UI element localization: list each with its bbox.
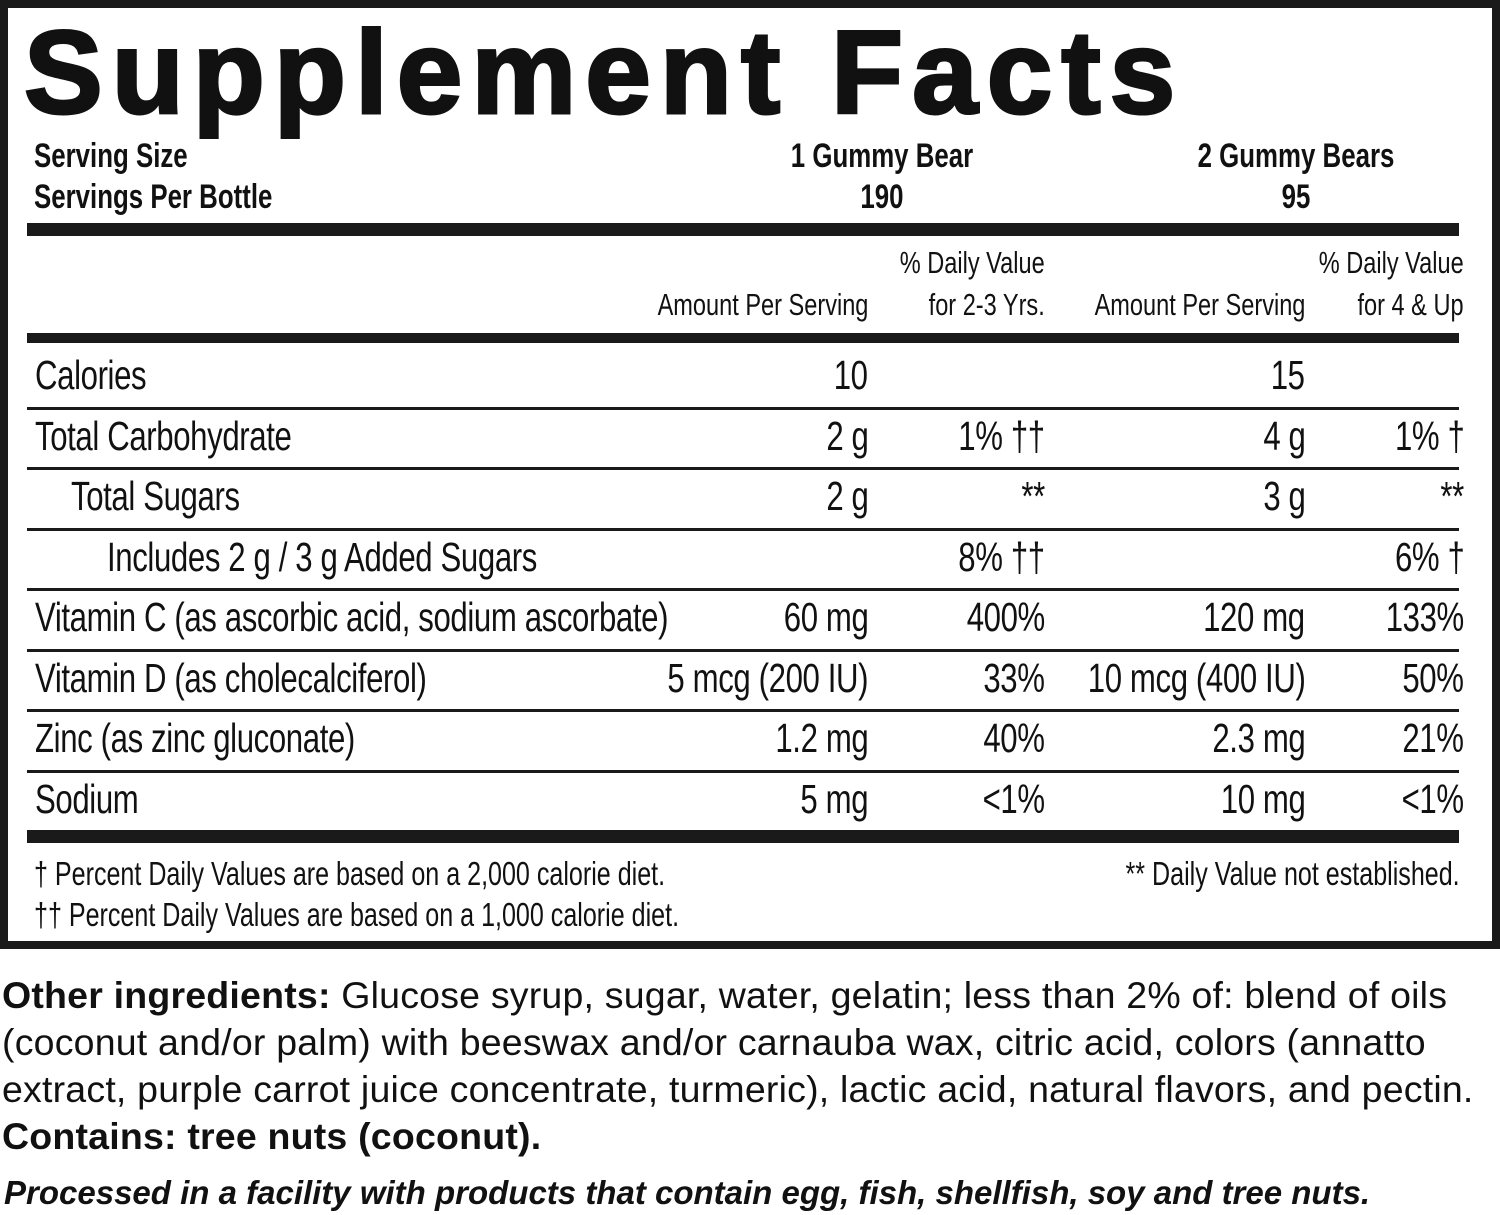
divider-thick bbox=[27, 333, 1459, 343]
col-header-dv-2-line1: % Daily Value bbox=[1319, 245, 1464, 280]
supplement-facts-panel bbox=[0, 0, 1500, 949]
nutrient-amt1: 1.2 mg bbox=[775, 715, 868, 761]
nutrient-amt2: 3 g bbox=[1262, 473, 1306, 519]
footnote-dagger: † Percent Daily Values are based on a 2,… bbox=[34, 855, 666, 892]
nutrient-label: Zinc (as zinc gluconate) bbox=[35, 715, 355, 761]
nutrient-dv2: <1% bbox=[1401, 775, 1464, 822]
nutrient-amt2: 4 g bbox=[1262, 412, 1306, 459]
row-divider bbox=[27, 709, 1459, 712]
col2-serving-size: 2 Gummy Bears bbox=[1197, 137, 1395, 175]
nutrient-label: Total Carbohydrate bbox=[35, 412, 292, 459]
col-header-dv-2-line2: for 4 & Up bbox=[1357, 287, 1464, 322]
nutrient-amt1: 5 mcg (200 IU) bbox=[667, 654, 868, 701]
ingredients-label: Other ingredients: bbox=[2, 974, 331, 1016]
col-header-amount-1: Amount Per Serving bbox=[657, 287, 868, 322]
nutrient-dv2: 50% bbox=[1402, 654, 1465, 701]
col1-servings-count: 190 bbox=[860, 178, 904, 216]
row-divider bbox=[27, 467, 1459, 470]
nutrient-dv2: 6% † bbox=[1394, 533, 1464, 580]
nutrient-amt2: 120 mg bbox=[1203, 594, 1305, 640]
nutrient-label: Sodium bbox=[35, 775, 139, 822]
col-header-dv-1-line2: for 2-3 Yrs. bbox=[928, 287, 1045, 322]
footnote-double-dagger: †† Percent Daily Values are based on a 1… bbox=[34, 896, 680, 933]
nutrient-amt1: 2 g bbox=[825, 412, 869, 459]
divider-thick bbox=[27, 223, 1459, 236]
nutrient-dv2: 21% bbox=[1402, 715, 1465, 761]
row-divider bbox=[27, 648, 1459, 652]
servings-per-bottle-label: Servings Per Bottle bbox=[34, 178, 273, 216]
col-header-amount-2: Amount Per Serving bbox=[1094, 287, 1305, 322]
ingredients-text: Glucose syrup, sugar, water, gelatin; le… bbox=[2, 974, 1474, 1110]
nutrient-dv1: 1% †† bbox=[958, 412, 1046, 459]
nutrient-dv1: 8% †† bbox=[958, 533, 1046, 580]
nutrient-amt1: 10 bbox=[834, 352, 868, 398]
nutrient-label: Includes 2 g / 3 g Added Sugars bbox=[107, 533, 537, 580]
divider-thick bbox=[27, 830, 1459, 843]
serving-size-label: Serving Size bbox=[34, 137, 188, 175]
nutrient-amt1: 60 mg bbox=[783, 594, 868, 640]
nutrient-amt2: 15 bbox=[1271, 352, 1305, 398]
row-divider bbox=[27, 588, 1459, 591]
facility-note: Processed in a facility with products th… bbox=[4, 1174, 1371, 1211]
nutrient-dv1: 33% bbox=[983, 654, 1046, 701]
row-divider bbox=[27, 527, 1459, 531]
nutrient-amt1: 5 mg bbox=[800, 775, 868, 822]
nutrient-amt2: 10 mcg (400 IU) bbox=[1087, 654, 1305, 701]
nutrient-label: Vitamin D (as cholecalciferol) bbox=[35, 654, 427, 701]
row-divider bbox=[27, 406, 1459, 410]
nutrient-amt2: 2.3 mg bbox=[1212, 715, 1305, 761]
other-ingredients: Other ingredients: Glucose syrup, sugar,… bbox=[2, 972, 1492, 1160]
nutrient-label: Total Sugars bbox=[71, 473, 240, 519]
nutrient-dv1: 40% bbox=[983, 715, 1046, 761]
col2-servings-count: 95 bbox=[1281, 178, 1311, 216]
nutrient-label: Calories bbox=[35, 352, 147, 398]
panel-title: Supplement Facts bbox=[22, 7, 1185, 139]
nutrient-dv1: ** bbox=[1021, 473, 1045, 519]
nutrient-amt1: 2 g bbox=[825, 473, 869, 519]
nutrient-dv2: 1% † bbox=[1394, 412, 1464, 459]
nutrient-amt2: 10 mg bbox=[1220, 775, 1305, 822]
nutrient-dv1: <1% bbox=[982, 775, 1045, 822]
nutrient-label: Vitamin C (as ascorbic acid, sodium asco… bbox=[35, 594, 669, 640]
row-divider bbox=[27, 769, 1459, 773]
nutrient-dv1: 400% bbox=[966, 594, 1046, 640]
col1-serving-size: 1 Gummy Bear bbox=[790, 137, 974, 175]
col-header-dv-1-line1: % Daily Value bbox=[900, 245, 1045, 280]
nutrient-dv2: ** bbox=[1440, 473, 1464, 519]
nutrient-dv2: 133% bbox=[1385, 594, 1465, 640]
allergen-contains: Contains: tree nuts (coconut). bbox=[2, 1115, 542, 1157]
footnote-not-established: ** Daily Value not established. bbox=[1125, 855, 1460, 892]
